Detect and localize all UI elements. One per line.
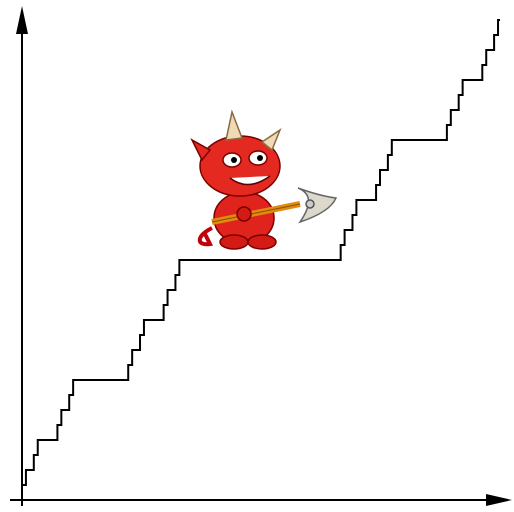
devil-illustration: [192, 112, 336, 249]
x-axis-arrow: [486, 494, 512, 506]
staircase: [22, 20, 500, 500]
y-axis-arrow: [16, 6, 28, 34]
page: (() => { const data = JSON.parse(documen…: [0, 0, 514, 512]
diagram: [0, 0, 514, 512]
